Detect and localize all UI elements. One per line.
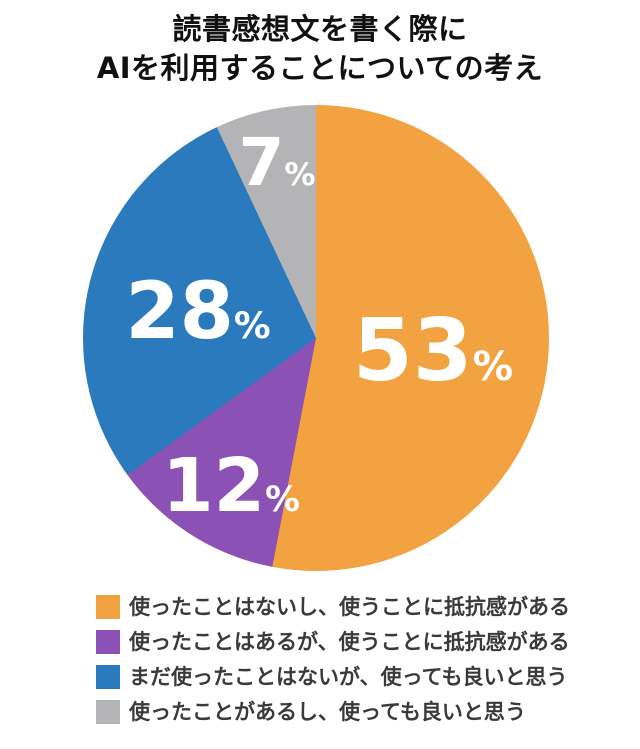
legend-item-blue: まだ使ったことはないが、使っても良いと思う xyxy=(96,665,570,689)
slice-label-purple: 12% xyxy=(162,449,300,523)
slice-label-orange: 53% xyxy=(353,308,513,394)
slice-value: 28 xyxy=(125,267,234,357)
legend-label: 使ったことがあるし、使っても良いと思う xyxy=(129,700,526,724)
legend-swatch-gray xyxy=(96,700,120,724)
slice-label-gray: 7% xyxy=(238,130,315,196)
legend-label: 使ったことはないし、使うことに抵抗感がある xyxy=(129,595,570,619)
legend-label: 使ったことはあるが、使うことに抵抗感がある xyxy=(129,630,570,654)
slice-value: 7 xyxy=(238,124,285,201)
percent-sign: % xyxy=(284,157,316,193)
legend-swatch-blue xyxy=(96,665,120,689)
legend-item-purple: 使ったことはあるが、使うことに抵抗感がある xyxy=(96,630,570,654)
percent-sign: % xyxy=(265,480,300,520)
legend: 使ったことはないし、使うことに抵抗感がある 使ったことはあるが、使うことに抵抗感… xyxy=(96,595,570,724)
slice-label-blue: 28% xyxy=(125,273,270,351)
legend-swatch-orange xyxy=(96,595,120,619)
percent-sign: % xyxy=(472,342,514,390)
legend-label: まだ使ったことはないが、使っても良いと思う xyxy=(129,665,568,689)
chart-title: 読書感想文を書く際に AIを利用することについての考え xyxy=(0,10,640,88)
chart-title-line1: 読書感想文を書く際に xyxy=(172,12,468,46)
legend-item-orange: 使ったことはないし、使うことに抵抗感がある xyxy=(96,595,570,619)
percent-sign: % xyxy=(233,304,271,347)
slice-value: 12 xyxy=(162,443,266,529)
legend-item-gray: 使ったことがあるし、使っても良いと思う xyxy=(96,700,570,724)
chart-title-line2: AIを利用することについての考え xyxy=(96,51,544,85)
legend-swatch-purple xyxy=(96,630,120,654)
slice-value: 53 xyxy=(352,301,473,401)
pie xyxy=(83,105,549,571)
